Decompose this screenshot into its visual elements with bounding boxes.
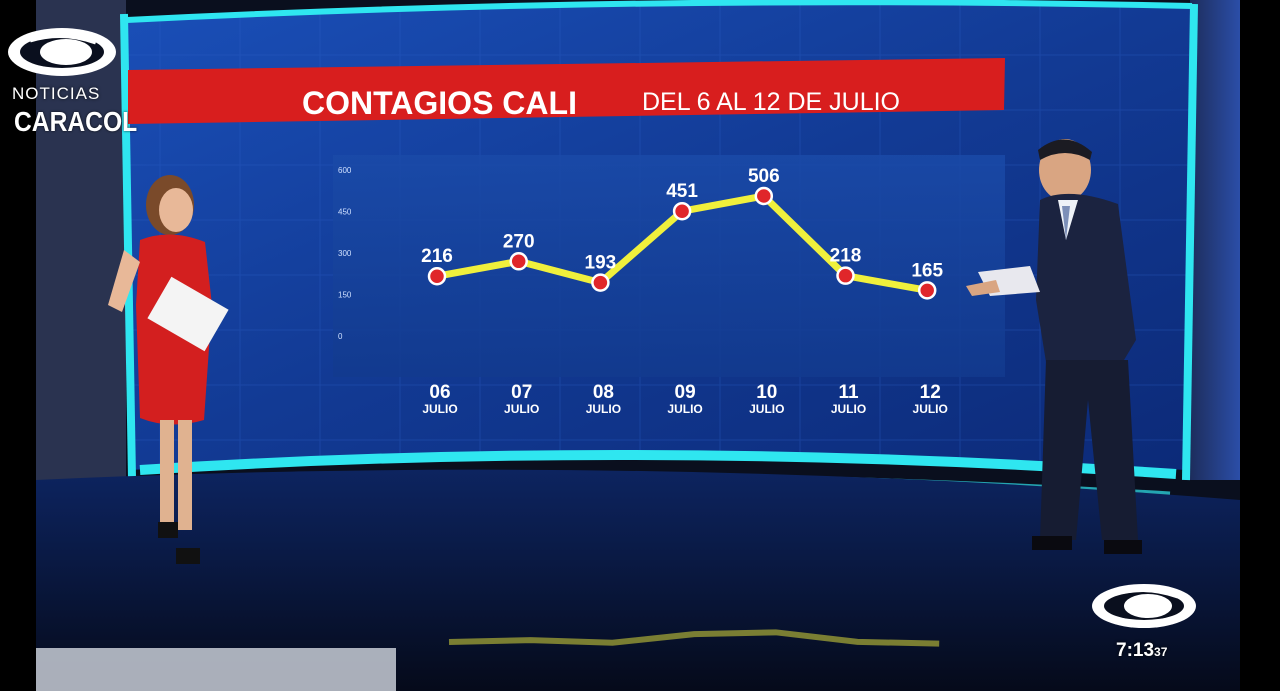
logo-caracol-text: CARACOL: [14, 106, 138, 137]
frame-bottom: [139, 449, 1177, 479]
x-tick-label: 11: [838, 382, 859, 403]
data-labels: 216 270 193 451 506 218 165: [421, 166, 943, 281]
clock-time: 7:13: [1116, 640, 1155, 661]
x-tick-sublabel: JULIO: [586, 402, 621, 416]
frame-left: [120, 13, 136, 479]
data-point: [427, 266, 447, 286]
frame-top: [125, 0, 1193, 23]
x-tick-sublabel: JULIO: [504, 402, 539, 416]
floor-reflection: [448, 629, 940, 647]
data-point: [672, 201, 692, 221]
data-value-label: 451: [666, 181, 698, 202]
presenter-woman: [108, 175, 229, 564]
data-point: [509, 252, 528, 271]
x-tick-label: 07: [511, 382, 532, 403]
data-value-label: 506: [748, 166, 780, 187]
x-tick-label: 10: [756, 382, 777, 403]
frame-right: [1182, 3, 1198, 481]
presenter-man: [966, 139, 1142, 554]
x-tick-label: 09: [675, 382, 696, 403]
x-tick-label: 08: [593, 382, 614, 403]
y-tick-label: 150: [338, 291, 352, 300]
y-tick-label: 450: [338, 208, 352, 217]
logo-noticias-text: NOTICIAS: [12, 84, 101, 103]
broadcast-clock: 7:1337: [1116, 640, 1167, 662]
y-tick-label: 0: [338, 332, 343, 341]
data-point: [917, 281, 937, 300]
chart-subtitle: DEL 6 AL 12 DE JULIO: [642, 88, 900, 116]
x-tick-sublabel: JULIO: [749, 402, 784, 416]
data-value-label: 193: [585, 253, 617, 274]
x-tick-sublabel: JULIO: [913, 402, 948, 416]
clock-seconds: 37: [1154, 645, 1168, 659]
studio-floor: [36, 469, 1240, 691]
data-value-label: 270: [503, 231, 535, 252]
y-axis-ticks: 0 150 300 450 600: [338, 166, 352, 341]
x-axis-labels: 06JULIO07JULIO08JULIO09JULIO10JULIO11JUL…: [422, 382, 948, 416]
data-point: [754, 186, 774, 206]
data-point: [836, 266, 855, 285]
x-tick-sublabel: JULIO: [667, 402, 702, 416]
x-tick-sublabel: JULIO: [422, 402, 457, 416]
chart-title: CONTAGIOS CALI: [302, 85, 577, 121]
caracol-bug-icon: [1092, 584, 1196, 628]
x-tick-label: 06: [429, 382, 450, 403]
y-tick-label: 600: [338, 166, 352, 175]
y-tick-label: 300: [338, 249, 352, 258]
x-tick-sublabel: JULIO: [831, 402, 866, 416]
x-tick-label: 12: [920, 382, 941, 403]
data-value-label: 216: [421, 246, 453, 267]
data-value-label: 218: [830, 246, 862, 267]
data-value-label: 165: [911, 260, 943, 281]
data-markers: [427, 186, 937, 300]
title-banner: [128, 58, 1005, 124]
data-point: [591, 273, 610, 292]
plot-panel: [333, 155, 1005, 377]
caracol-logo-icon: [8, 28, 116, 76]
